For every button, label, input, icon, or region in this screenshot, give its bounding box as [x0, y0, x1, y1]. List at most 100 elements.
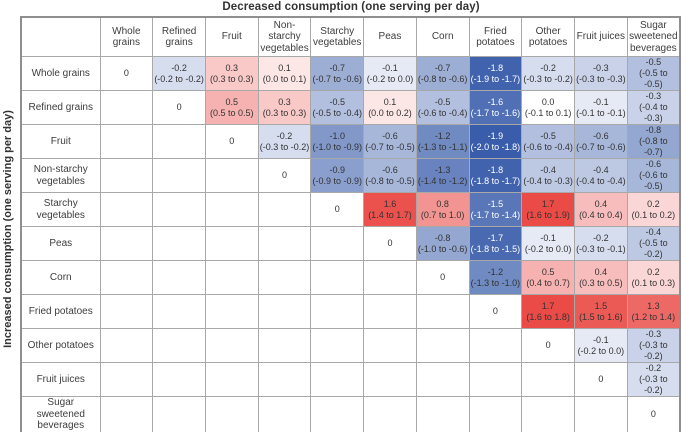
column-header-3: Fruit — [204, 16, 259, 57]
matrix-cell: 0 — [99, 56, 154, 91]
matrix-cell: -0.2 (-0.3 to -0.2) — [521, 56, 575, 91]
y-axis-label: Increased consumption (one serving per d… — [2, 110, 14, 348]
cell-confidence-interval: (-0.7 to -0.5) — [365, 141, 415, 152]
cell-confidence-interval: (-1.3 to -1.0) — [470, 277, 521, 288]
cell-value: 0.5 — [225, 96, 239, 107]
row-label-5: Starchy vegetables — [20, 192, 101, 227]
cell-value: -0.2 — [645, 363, 662, 374]
chart-title: Decreased consumption (one serving per d… — [222, 1, 480, 13]
cell-value: 0.0 — [541, 96, 555, 107]
row-label-10: Fruit juices — [20, 362, 101, 397]
matrix-cell: 1.5 (1.5 to 1.6) — [573, 294, 628, 329]
cell-confidence-interval: (0.3 to 0.3) — [262, 107, 307, 118]
empty-cell — [204, 396, 259, 432]
cell-confidence-interval: (0.3 to 0.3) — [210, 73, 254, 84]
cell-confidence-interval: (-0.1 to -0.1) — [576, 107, 626, 118]
cell-value: 0 — [650, 408, 656, 419]
matrix-row-3: Fruit 0 -0.2 (-0.3 to -0.2) -1.0 (-1.0 to -0.… — [20, 124, 681, 159]
cell-value: -1.6 — [487, 96, 504, 107]
cell-value: -0.7 — [329, 62, 345, 73]
cell-value: -0.1 — [593, 96, 609, 107]
matrix-cell: -0.4 (-0.5 to -0.2) — [626, 226, 681, 261]
cell-confidence-interval: (-0.3 to -0.1) — [576, 243, 626, 254]
cell-value: 0 — [176, 102, 182, 113]
cell-confidence-interval: (-1.0 to -0.9) — [312, 141, 362, 152]
row-label-8: Fried potatoes — [20, 294, 101, 329]
column-header-4: Non-starchy vegetables — [257, 16, 312, 57]
cell-confidence-interval: (0.4 to 0.7) — [526, 277, 570, 288]
empty-cell — [99, 260, 154, 295]
empty-cell — [257, 294, 312, 329]
corner-cell — [20, 16, 101, 57]
matrix-cell: 0.2 (0.1 to 0.3) — [626, 260, 681, 295]
empty-cell — [99, 226, 154, 261]
cell-value: 0 — [598, 374, 604, 385]
cell-confidence-interval: (-0.2 to 0.0) — [577, 345, 625, 356]
cell-value: -1.8 — [487, 62, 504, 73]
matrix-cell: 0.1 (0.0 to 0.1) — [257, 56, 312, 91]
matrix-cell: -0.1 (-0.2 to 0.0) — [521, 226, 575, 261]
empty-cell — [573, 396, 628, 432]
matrix-row-4: Non-starchy vegetables 0 -0.9 (-0.9 to -0.9… — [20, 158, 681, 193]
cell-confidence-interval: (-1.7 to -1.4) — [470, 209, 521, 220]
cell-value: -1.0 — [329, 130, 345, 141]
cell-confidence-interval: (-1.9 to -1.7) — [470, 73, 521, 84]
empty-cell — [468, 328, 523, 363]
cell-confidence-interval: (-0.3 to -0.2) — [639, 340, 668, 361]
matrix-cell: -0.2 (-0.2 to -0.2) — [152, 56, 206, 91]
cell-confidence-interval: (-1.8 to -1.5) — [470, 243, 521, 254]
matrix-cell: 0 — [310, 192, 365, 227]
cell-confidence-interval: (-0.6 to -0.4) — [523, 141, 573, 152]
cell-confidence-interval: (-0.4 to -0.3) — [523, 175, 573, 186]
cell-value: -0.5 — [540, 130, 556, 141]
empty-cell — [468, 396, 523, 432]
cell-value: -0.8 — [645, 125, 662, 136]
cell-confidence-interval: (0.7 to 1.0) — [420, 209, 465, 220]
matrix-cell: -0.5 (-0.5 to -0.4) — [310, 90, 365, 125]
empty-cell — [415, 362, 470, 397]
empty-cell — [152, 226, 206, 261]
matrix-cell: 1.6 (1.4 to 1.7) — [363, 192, 417, 227]
matrix-cell: -0.6 (-0.8 to -0.5) — [363, 158, 417, 193]
column-header-2: Refined grains — [152, 16, 206, 57]
empty-cell — [99, 192, 154, 227]
matrix-cell: 0.2 (0.1 to 0.2) — [626, 192, 681, 227]
cell-value: -0.5 — [434, 96, 451, 107]
cell-value: 0.2 — [647, 198, 660, 209]
empty-cell — [99, 158, 154, 193]
matrix-cell: -0.3 (-0.3 to -0.3) — [573, 56, 628, 91]
cell-value: -1.8 — [487, 164, 504, 175]
cell-value: 0 — [387, 238, 393, 249]
cell-confidence-interval: (0.1 to 0.3) — [631, 277, 676, 288]
matrix-cell: -0.2 (-0.3 to -0.2) — [626, 362, 681, 397]
matrix-cell: 0 — [573, 362, 628, 397]
cell-value: -0.4 — [645, 227, 662, 238]
empty-cell — [521, 362, 575, 397]
matrix-cell: 0 — [363, 226, 417, 261]
empty-cell — [152, 362, 206, 397]
row-label-3: Fruit — [20, 124, 101, 159]
column-header-9: Other potatoes — [521, 16, 575, 57]
cell-confidence-interval: (-0.9 to -0.9) — [312, 175, 362, 186]
matrix-cell: 0 — [204, 124, 259, 159]
cell-value: 0 — [440, 272, 446, 283]
matrix-cell: -0.8 (-1.0 to -0.6) — [415, 226, 470, 261]
cell-confidence-interval: (0.0 to 0.2) — [368, 107, 412, 118]
empty-cell — [257, 396, 312, 432]
cell-value: -1.5 — [487, 198, 504, 209]
column-header-5: Starchy vegetables — [310, 16, 365, 57]
empty-cell — [204, 260, 259, 295]
cell-value: 0.5 — [541, 266, 555, 277]
cell-value: -0.2 — [540, 62, 556, 73]
cell-value: -0.8 — [434, 232, 451, 243]
matrix-cell: 0.5 (0.4 to 0.7) — [521, 260, 575, 295]
empty-cell — [415, 328, 470, 363]
matrix-cell: 0.4 (0.4 to 0.4) — [573, 192, 628, 227]
cell-confidence-interval: (-0.3 to -0.3) — [576, 73, 626, 84]
matrix-cell: -0.7 (-0.7 to -0.6) — [310, 56, 365, 91]
matrix-row-9: Other potatoes 0 -0.1 (-0.2 to 0.0) -0.3 (-0.… — [20, 328, 681, 363]
empty-cell — [152, 294, 206, 329]
matrix-cell: 0.3 (0.3 to 0.3) — [204, 56, 259, 91]
matrix-cell: 1.7 (1.6 to 1.9) — [521, 192, 575, 227]
matrix-row-10: Fruit juices 0 -0.2 (-0.3 to -0.2) — [20, 362, 681, 397]
